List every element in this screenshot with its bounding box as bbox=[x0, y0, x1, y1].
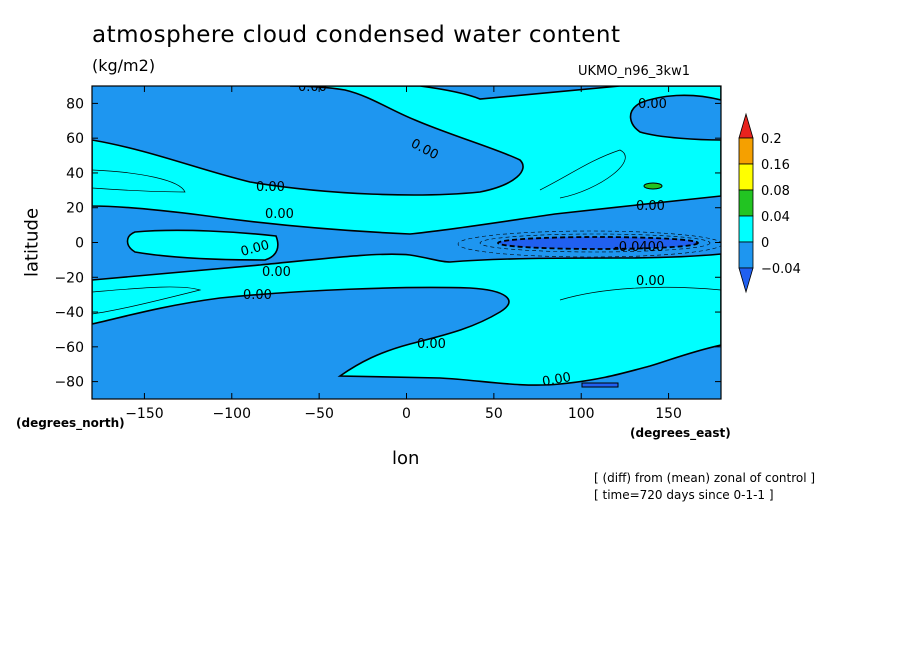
contour-dashed-inner bbox=[479, 233, 711, 253]
x-axis-unit: (degrees_east) bbox=[630, 426, 731, 440]
contour-thin-north bbox=[92, 149, 626, 199]
x-tick-label: −50 bbox=[304, 406, 334, 422]
field-south-band bbox=[92, 253, 721, 386]
colorbar-swatch bbox=[738, 215, 754, 243]
colorbar-label: 0.16 bbox=[761, 158, 790, 173]
y-tick-label: −20 bbox=[54, 270, 84, 286]
y-tick-label: 60 bbox=[66, 131, 84, 147]
contour-label: 0.00 bbox=[298, 80, 327, 95]
y-ticks: −80 −60 −40 −20 0 20 40 60 80 bbox=[54, 96, 721, 391]
y-axis-unit: (degrees_north) bbox=[16, 416, 125, 430]
y-tick-label: −40 bbox=[54, 305, 84, 321]
colorbar-swatch bbox=[738, 137, 754, 165]
contour-label: 0.00 bbox=[541, 370, 572, 390]
x-axis-label: lon bbox=[392, 448, 420, 469]
x-tick-label: 0 bbox=[402, 406, 411, 422]
y-tick-label: −80 bbox=[54, 375, 84, 391]
chart-title: atmosphere cloud condensed water content bbox=[92, 22, 621, 48]
model-name: UKMO_n96_3kw1 bbox=[578, 64, 690, 79]
field-negative-lens bbox=[497, 236, 699, 250]
colorbar: 0.2 0.16 0.08 0.04 0 −0.04 bbox=[738, 112, 801, 294]
contour-dashed-outer bbox=[457, 230, 721, 258]
contour-label: 0.00 bbox=[262, 265, 291, 280]
x-tick-label: 100 bbox=[568, 406, 595, 422]
colorbar-swatch bbox=[738, 163, 754, 191]
y-tick-label: 0 bbox=[75, 236, 84, 252]
x-tick-label: −100 bbox=[213, 406, 251, 422]
contour-label: 0.00 bbox=[239, 238, 271, 260]
small-dark-cell bbox=[581, 382, 619, 388]
contour-labels: 0.00 0.00 0.00 0.00 0.00 0.00 0.00 -0.04… bbox=[239, 80, 667, 390]
colorbar-label: −0.04 bbox=[761, 262, 801, 277]
contour-label: 0.00 bbox=[636, 199, 665, 214]
colorbar-label: 0 bbox=[761, 236, 769, 251]
contour-label: -0.0400 bbox=[614, 240, 664, 255]
y-tick-label: −60 bbox=[54, 340, 84, 356]
contour-label: 0.00 bbox=[265, 207, 294, 222]
x-ticks: −150 −100 −50 0 50 100 150 bbox=[125, 86, 682, 422]
contour-label: 0.00 bbox=[417, 337, 446, 352]
note-diff: [ (diff) from (mean) zonal of control ] bbox=[594, 471, 816, 485]
contour-label: 0.00 bbox=[636, 274, 665, 289]
colorbar-swatch bbox=[738, 112, 754, 139]
y-tick-label: 80 bbox=[66, 96, 84, 112]
chart-units: (kg/m2) bbox=[92, 56, 156, 75]
x-tick-label: 150 bbox=[655, 406, 682, 422]
colorbar-swatch bbox=[738, 267, 754, 294]
contour-label: 0.00 bbox=[256, 180, 285, 195]
contour-label: 0.00 bbox=[243, 288, 272, 303]
colorbar-swatch bbox=[738, 189, 754, 217]
y-tick-label: 40 bbox=[66, 166, 84, 182]
x-tick-label: −150 bbox=[125, 406, 163, 422]
x-tick-label: 50 bbox=[485, 406, 503, 422]
contour-thin-south bbox=[92, 286, 721, 315]
contour-label: 0.00 bbox=[638, 97, 667, 112]
small-green-cell bbox=[643, 182, 663, 190]
colorbar-swatch bbox=[738, 241, 754, 269]
colorbar-label: 0.08 bbox=[761, 184, 790, 199]
field-equator-west bbox=[126, 229, 279, 261]
colorbar-label: 0.2 bbox=[761, 132, 782, 147]
y-tick-label: 20 bbox=[66, 201, 84, 217]
colorbar-label: 0.04 bbox=[761, 210, 790, 225]
note-time: [ time=720 days since 0-1-1 ] bbox=[594, 488, 774, 502]
